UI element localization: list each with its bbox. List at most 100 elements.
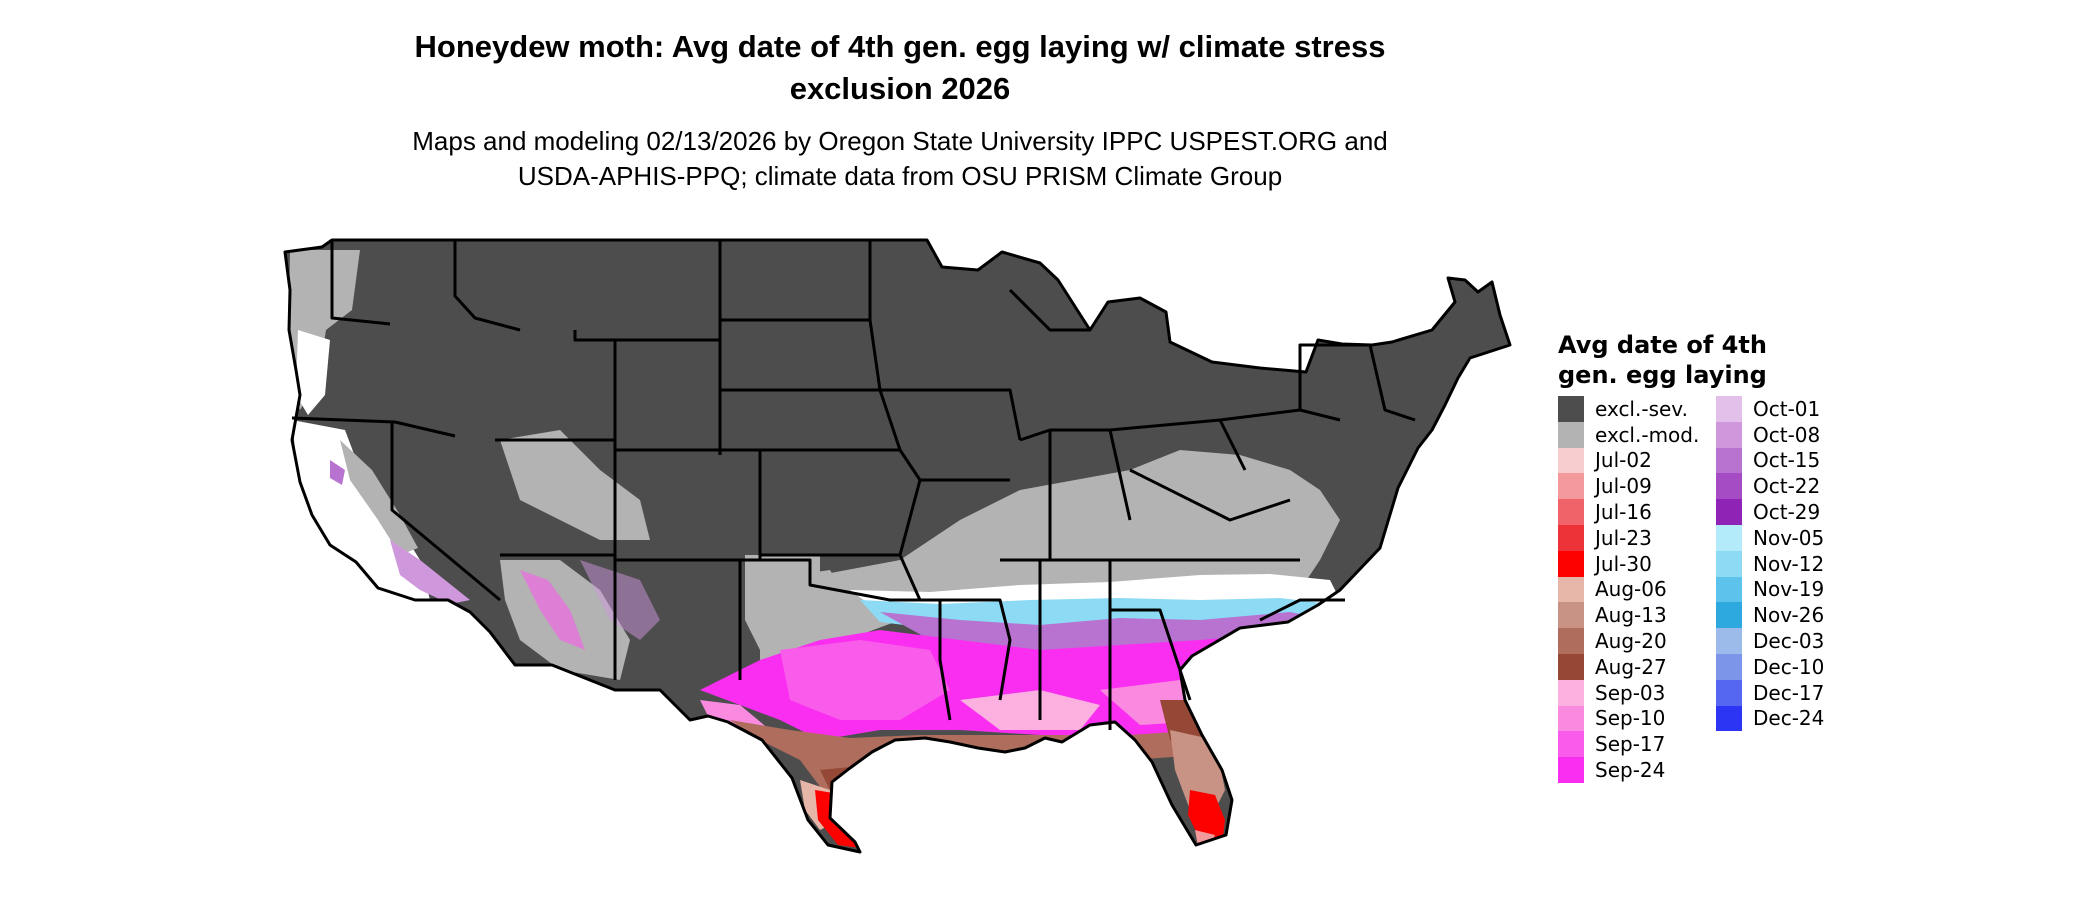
border-tx-ok [740, 558, 952, 721]
legend-swatch [1558, 421, 1584, 448]
legend-swatch [1716, 628, 1742, 654]
legend-item: Nov-26 [1716, 602, 1825, 629]
legend-swatch [1716, 473, 1742, 500]
legend-label: Dec-10 [1753, 654, 1825, 679]
legend-item: Oct-08 [1716, 421, 1824, 448]
legend-swatch [1558, 576, 1584, 603]
legend-item: excl.-mod. [1558, 421, 1700, 448]
legend-label: Nov-26 [1753, 603, 1825, 628]
legend-swatch [1558, 731, 1584, 758]
border-wv-va [1129, 468, 1291, 522]
legend-swatch [1558, 499, 1584, 525]
legend-swatch [1716, 447, 1742, 474]
layer-california-oct [390, 540, 470, 604]
border-wi-mi [1008, 288, 1090, 332]
legend-item: Dec-03 [1716, 628, 1824, 654]
legend-label: Nov-05 [1753, 525, 1825, 550]
legend-label: Oct-15 [1753, 448, 1821, 473]
legend-label: Oct-22 [1753, 474, 1821, 499]
legend-swatch [1716, 705, 1742, 732]
legend-label: Aug-13 [1595, 603, 1667, 628]
legend-swatch [1716, 602, 1742, 629]
border-ar-la [920, 598, 1012, 701]
legend-item: Dec-17 [1716, 679, 1825, 706]
legend-swatch [1558, 473, 1584, 500]
legend-label: Jul-23 [1595, 525, 1652, 550]
legend-item: Nov-19 [1716, 576, 1824, 603]
layer-arizona-oct [580, 560, 660, 640]
legend-label: Sep-17 [1595, 732, 1666, 757]
legend-label: Sep-03 [1595, 680, 1666, 705]
legend-label: excl.-mod. [1595, 422, 1700, 447]
layer-pnw-white [296, 330, 330, 415]
legend-swatch [1558, 653, 1584, 680]
legend-title-line-1: Avg date of 4th [1558, 331, 1767, 359]
legend-column-1: excl.-sev. excl.-mod. Jul-02 Jul-09 Jul-16 Ju… [1558, 396, 1699, 783]
legend-swatch [1716, 550, 1742, 577]
legend-item: Sep-17 [1558, 731, 1699, 758]
legend-swatch [1716, 576, 1742, 603]
subtitle-line-1: Maps and modeling 02/13/2026 by Oregon S… [412, 126, 1388, 156]
page-title: Honeydew moth: Avg date of 4th gen. egg … [300, 26, 1500, 110]
legend-swatch [1716, 396, 1742, 422]
border-ga [1110, 608, 1192, 701]
legend-item: Sep-10 [1558, 705, 1699, 732]
border-mn-mo-column [868, 240, 922, 601]
border-nv-ca [390, 422, 501, 602]
border-or-ca [291, 416, 456, 438]
legend-label: Aug-06 [1595, 577, 1667, 602]
layer-louisiana-sep-03 [960, 690, 1100, 730]
legend-item: Jul-16 [1558, 499, 1699, 525]
legend-swatch [1558, 705, 1584, 732]
border-az-nm [500, 553, 617, 680]
legend-title: Avg date of 4th gen. egg laying [1558, 330, 1767, 390]
legend-label: Aug-27 [1595, 654, 1667, 679]
legend-label: Dec-17 [1753, 680, 1825, 705]
layer-great-basin-moderate [500, 430, 650, 540]
title-line-1: Honeydew moth: Avg date of 4th gen. egg … [414, 29, 1386, 64]
legend-item: excl.-sev. [1558, 396, 1699, 422]
legend-swatch [1716, 499, 1742, 525]
legend-item: Sep-03 [1558, 679, 1699, 706]
legend-item: Jul-02 [1558, 447, 1699, 474]
legend-label: Oct-08 [1753, 422, 1821, 447]
legend-label: Sep-24 [1595, 758, 1666, 783]
title-line-2: exclusion 2026 [789, 71, 1011, 106]
legend-label: Dec-24 [1753, 706, 1825, 731]
legend-swatch [1558, 447, 1584, 474]
layer-texas-sep-17 [780, 640, 950, 720]
legend-item: Dec-24 [1716, 705, 1825, 732]
legend-label: Jul-30 [1595, 551, 1652, 576]
legend-swatch [1558, 679, 1584, 706]
legend-item: Oct-29 [1716, 499, 1824, 525]
legend-item: Jul-09 [1558, 473, 1699, 500]
legend-item: Oct-01 [1716, 396, 1824, 422]
legend-swatch [1558, 602, 1584, 629]
legend-swatch [1558, 757, 1584, 783]
border-wa-id [330, 240, 391, 326]
legend-swatch [1558, 524, 1584, 551]
legend-swatch [1716, 653, 1742, 680]
page-subtitle: Maps and modeling 02/13/2026 by Oregon S… [300, 124, 1500, 194]
legend-swatch [1558, 628, 1584, 654]
legend-label: Aug-20 [1595, 629, 1667, 654]
legend-item: Aug-20 [1558, 628, 1699, 654]
legend-item: Aug-27 [1558, 653, 1699, 680]
state-borders [283, 238, 1512, 854]
subtitle-line-2: USDA-APHIS-PPQ; climate data from OSU PR… [517, 161, 1283, 191]
border-id-mt [453, 240, 521, 332]
legend-column-2: Oct-01 Oct-08 Oct-15 Oct-22 Oct-29 Nov-05 Nov-… [1716, 396, 1825, 732]
legend-item: Nov-12 [1716, 550, 1824, 577]
legend-item: Nov-05 [1716, 524, 1825, 551]
legend-label: Jul-02 [1595, 448, 1652, 473]
legend-label: Oct-29 [1753, 500, 1821, 525]
legend-item: Aug-06 [1558, 576, 1699, 603]
legend-item: Oct-22 [1716, 473, 1824, 500]
legend-label: Sep-10 [1595, 706, 1666, 731]
legend-item: Aug-13 [1558, 602, 1699, 629]
legend-item: Jul-23 [1558, 524, 1699, 551]
legend-swatch [1558, 396, 1584, 422]
layer-arizona-sep [520, 570, 585, 650]
